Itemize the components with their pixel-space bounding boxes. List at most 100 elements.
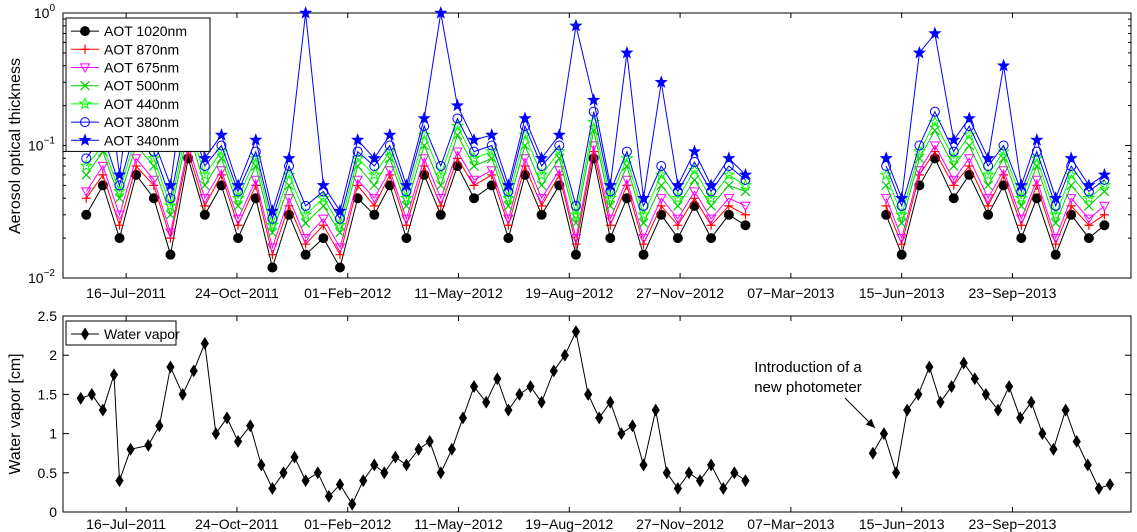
data-point (996, 58, 1011, 72)
data-point (126, 442, 135, 456)
data-point (1065, 194, 1077, 204)
data-point (1050, 249, 1061, 260)
data-point (369, 180, 380, 191)
data-point (914, 166, 925, 176)
legend-label: AOT 340nm (104, 132, 179, 148)
data-point (621, 175, 633, 186)
data-point (1027, 395, 1036, 409)
data-point (552, 128, 566, 141)
data-point (301, 474, 310, 488)
data-point (231, 191, 245, 204)
legend-label: Water vapor (104, 326, 180, 342)
data-point (486, 140, 497, 151)
data-point (222, 411, 232, 425)
legend-label: AOT 870nm (104, 41, 179, 57)
data-point (671, 178, 685, 191)
data-point (519, 154, 531, 164)
data-point (719, 482, 728, 495)
data-point (1094, 482, 1103, 495)
data-point (604, 214, 616, 225)
data-point (352, 146, 363, 157)
data-point (1014, 191, 1028, 204)
data-point (1097, 167, 1111, 181)
y-tick-label: 2.5 (38, 308, 58, 324)
data-point (401, 233, 412, 244)
series-aot-870nm (81, 147, 1109, 260)
data-point (435, 209, 446, 220)
data-point (450, 119, 465, 132)
data-point (324, 489, 333, 503)
data-point (730, 466, 739, 480)
data-point (948, 193, 959, 204)
data-point (114, 210, 125, 221)
data-point (199, 209, 210, 220)
data-point (535, 151, 549, 164)
legend-entry: AOT 340nm (71, 132, 179, 148)
legend-entry: AOT 675nm (71, 60, 179, 76)
data-point (112, 167, 127, 181)
data-point (482, 395, 491, 409)
data-point (300, 234, 311, 244)
data-point (738, 167, 753, 181)
x-tick-label: 16−Jul−2011 (86, 285, 166, 301)
legend-marker (80, 80, 90, 91)
data-point (605, 233, 616, 244)
data-point (435, 161, 446, 172)
data-point (435, 180, 446, 191)
data-point (570, 234, 582, 244)
data-point (333, 204, 347, 217)
data-point (636, 191, 651, 204)
legend-marker (80, 327, 90, 341)
wv-y-axis-label: Water vapor [cm] (7, 353, 24, 474)
data-point (621, 193, 632, 204)
data-point (318, 233, 329, 244)
legend-entry: AOT 500nm (71, 78, 179, 94)
wv-x-ticks: 16−Jul−2011 24−Oct−2011 01−Feb−2012 11−May−… (86, 316, 1057, 532)
data-point (606, 395, 615, 409)
data-point (684, 466, 694, 480)
y-tick-label: 10−1 (28, 136, 55, 154)
data-point (603, 191, 617, 204)
data-point (1097, 178, 1111, 191)
data-point (232, 214, 244, 225)
x-tick-label: 11−May−2012 (414, 285, 503, 301)
x-tick-label: 24−Oct−2011 (195, 516, 279, 532)
data-point (165, 193, 176, 204)
y-tick-label: 1 (49, 426, 57, 442)
data-point (81, 209, 92, 220)
data-point (868, 446, 877, 460)
series-line-aot-340nm (885, 32, 1105, 200)
data-point (268, 482, 277, 495)
data-point (504, 403, 513, 417)
data-point (656, 161, 667, 172)
data-point (299, 207, 313, 221)
data-point (290, 450, 299, 464)
data-point (571, 239, 581, 249)
data-point (447, 442, 456, 456)
legend-marker (80, 117, 90, 128)
data-point (570, 200, 581, 211)
series-line-aot-380nm (885, 110, 1105, 208)
y-tick-label: 10−2 (28, 268, 55, 286)
data-point (896, 218, 907, 228)
data-point (501, 191, 515, 204)
x-tick-label: 07−Mar−2013 (747, 285, 834, 301)
data-point (109, 368, 119, 382)
data-point (723, 194, 735, 204)
data-point (115, 474, 124, 488)
data-point (537, 395, 546, 409)
data-point (628, 419, 637, 433)
data-point (233, 233, 244, 244)
legend-entry: Water vapor (71, 326, 180, 342)
data-point (948, 175, 960, 186)
data-point (414, 442, 423, 456)
legend-entry: AOT 870nm (71, 41, 179, 57)
data-point (214, 128, 229, 141)
data-point (1099, 220, 1110, 231)
y-tick-label: 0 (49, 504, 57, 520)
data-point (334, 213, 345, 224)
data-point (468, 175, 480, 186)
data-point (1083, 233, 1094, 244)
photometer-annotation: Introduction of a new photometer (754, 359, 876, 429)
data-point (587, 93, 601, 106)
